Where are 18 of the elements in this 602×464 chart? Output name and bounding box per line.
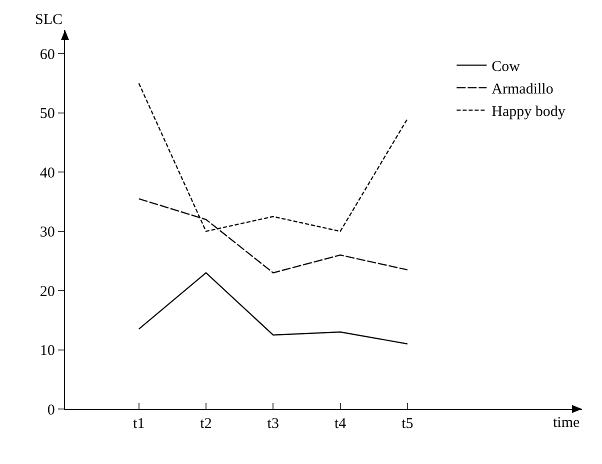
x-tick-label: t2 <box>200 416 212 432</box>
y-tick-label: 30 <box>40 224 55 241</box>
legend-label: Cow <box>492 59 520 76</box>
y-tick-label: 10 <box>40 343 55 360</box>
legend-label: Happy body <box>492 104 566 120</box>
y-tick-label: 60 <box>40 46 55 63</box>
y-axis-title: SLC <box>35 12 63 28</box>
y-tick-label: 20 <box>40 284 55 300</box>
text: time <box>553 415 580 431</box>
y-tick-label: 50 <box>40 106 55 122</box>
y-tick-label: 40 <box>40 165 55 182</box>
line-series <box>138 272 408 344</box>
legend-label: Armadillo <box>492 82 554 98</box>
x-tick-label: t3 <box>267 416 279 432</box>
x-tick-label: t1 <box>133 416 145 432</box>
x-tick-label: t5 <box>402 416 414 432</box>
y-tick-label: 0 <box>47 402 55 418</box>
x-tick-label: t4 <box>334 416 347 432</box>
